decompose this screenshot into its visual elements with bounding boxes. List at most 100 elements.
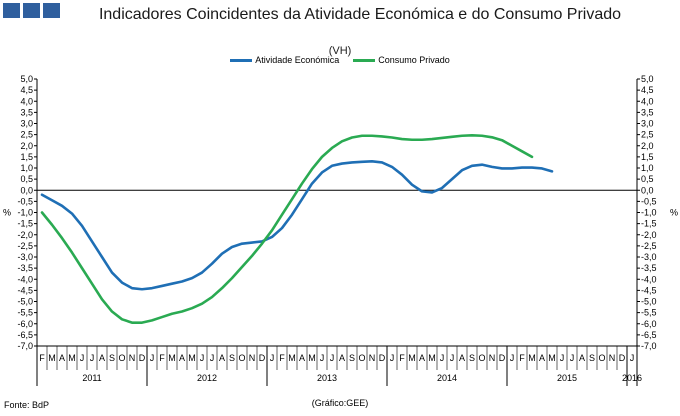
month-label: M [48,353,56,363]
y-axis-label-left: % [3,208,11,218]
year-label: 2014 [437,373,457,383]
month-label: A [59,353,65,363]
y-tick-label-left: -5,5 [17,308,33,318]
y-tick-label-right: -0,5 [641,196,657,206]
y-tick-label-right: -7,0 [641,341,657,351]
source-note: Fonte: BdP [4,400,50,410]
legend-label-consumo: Consumo Privado [378,55,450,65]
legend-label-atividade: Atividade Económica [255,55,340,65]
month-label: D [259,353,266,363]
month-label: D [139,353,146,363]
y-tick-label-left: -6,5 [17,330,33,340]
y-tick-label-right: 2,5 [641,130,654,140]
y-tick-label-left: -4,5 [17,285,33,295]
y-tick-label-left: -2,0 [17,230,33,240]
y-tick-label-left: 4,5 [20,85,33,95]
y-tick-label-right: -2,0 [641,230,657,240]
month-label: D [619,353,626,363]
year-label: 2013 [317,373,337,383]
chart-credit: (Gráfico:GEE) [311,398,369,408]
legend-swatch-atividade [230,58,253,62]
brand-logo [3,3,60,18]
month-label: A [299,353,305,363]
month-label: S [589,353,595,363]
y-tick-label-right: -4,0 [641,274,657,284]
y-tick-label-right: 0,5 [641,174,654,184]
year-label: 2011 [82,373,101,383]
month-label: A [219,353,225,363]
y-tick-label-right: -1,5 [641,219,657,229]
y-tick-label-right: -3,0 [641,252,657,262]
y-tick-label-right: 3,5 [641,107,654,117]
y-tick-label-right: -2,5 [641,241,657,251]
month-label: S [109,353,115,363]
y-tick-label-right: -1,0 [641,208,657,218]
month-label: J [330,353,335,363]
month-label: O [358,353,365,363]
month-label: J [320,353,325,363]
y-tick-label-left: -1,0 [17,208,33,218]
month-label: M [528,353,536,363]
y-tick-label-left: -3,5 [17,263,33,273]
month-label: J [150,353,155,363]
month-label: A [539,353,545,363]
logo-square-3 [43,3,60,18]
y-tick-label-right: 5,0 [641,74,654,84]
month-label: F [399,353,405,363]
month-label: O [478,353,485,363]
logo-square-1 [3,3,20,18]
month-label: A [419,353,425,363]
month-label: J [390,353,395,363]
y-tick-label-right: -4,5 [641,285,657,295]
chart-subtitle: (VH) [328,45,352,57]
y-tick-label-left: 4,0 [20,96,33,106]
y-tick-label-left: -2,5 [17,241,33,251]
y-tick-label-left: 1,5 [20,152,33,162]
month-label: J [450,353,455,363]
month-label: J [630,353,635,363]
y-tick-label-right: 0,0 [641,185,654,195]
y-tick-label-right: -5,5 [641,308,657,318]
y-tick-label-left: -6,0 [17,319,33,329]
y-tick-label-left: -4,0 [17,274,33,284]
y-tick-label-left: -5,0 [17,297,33,307]
series-line-atividade [40,160,554,291]
month-label: N [249,353,256,363]
month-label: M [428,353,436,363]
legend-item-consumo: Consumo Privado [353,54,450,66]
month-label: F [39,353,45,363]
month-label: J [90,353,95,363]
month-label: M [188,353,196,363]
y-tick-label-right: 3,0 [641,119,654,129]
month-label: O [598,353,605,363]
month-label: J [510,353,515,363]
y-tick-label-left: -3,0 [17,252,33,262]
y-tick-label-right: 2,0 [641,141,654,151]
year-label: 2015 [557,373,577,383]
month-label: F [519,353,525,363]
month-label: J [270,353,275,363]
month-label: D [499,353,506,363]
month-label: M [68,353,76,363]
month-label: N [369,353,376,363]
month-label: M [288,353,296,363]
month-label: N [489,353,496,363]
month-label: M [308,353,316,363]
month-label: J [210,353,215,363]
month-label: J [200,353,205,363]
month-label: J [560,353,565,363]
month-label: S [229,353,235,363]
chart-legend: Atividade Económica Consumo Privado [0,54,680,66]
y-tick-label-right: 4,5 [641,85,654,95]
y-tick-label-left: 0,5 [20,174,33,184]
month-label: D [379,353,386,363]
month-label: N [609,353,616,363]
y-axis-label-right: % [670,208,678,218]
legend-item-atividade: Atividade Económica [230,54,339,66]
month-label: A [99,353,105,363]
y-tick-label-left: 2,5 [20,130,33,140]
month-label: S [469,353,475,363]
logo-square-2 [23,3,40,18]
month-label: O [118,353,125,363]
series-line-consumo [40,133,534,324]
